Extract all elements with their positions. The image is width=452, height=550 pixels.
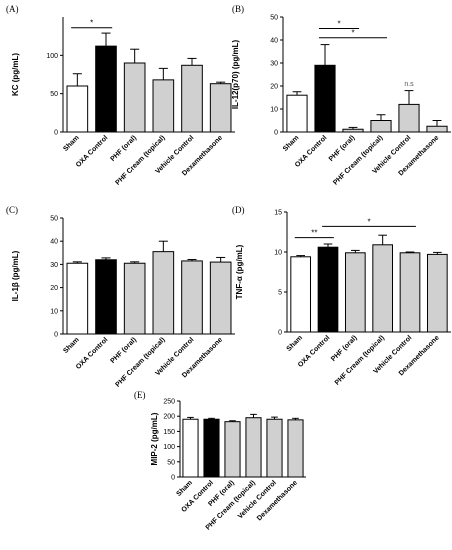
y-axis-label: MIP-2 (pg/mL) (150, 412, 159, 465)
significance-mark-1: * (337, 20, 340, 29)
panel-label: (D) (232, 205, 245, 215)
panel-label: (A) (6, 4, 19, 14)
bar-6 (209, 83, 232, 133)
panel-label: (C) (6, 205, 18, 215)
significance-mark-1: * (90, 19, 93, 28)
bar-1 (286, 94, 308, 133)
y-tick-label-3: 30 (270, 61, 278, 68)
x-tick-label-1: Sham (62, 134, 80, 152)
bar-3 (123, 262, 146, 335)
y-tick-label-3: 150 (163, 429, 175, 436)
y-tick-label-1: 5 (278, 290, 282, 297)
y-tick-label-4: 40 (270, 38, 278, 45)
y-tick-label-3: 15 (274, 210, 282, 217)
significance-mark-1: ** (311, 229, 317, 238)
bar-2 (314, 64, 336, 133)
y-axis-label: KC (pg/mL) (11, 53, 20, 96)
bar-3 (123, 62, 146, 133)
y-axis-label: TNF-α (pg/mL) (235, 244, 244, 299)
x-tick-label-3: PHF (oral) (328, 134, 357, 163)
x-tick-label-3: PHF (oral) (109, 134, 138, 163)
y-axis-label: IL-12(p70) (pg/mL) (231, 40, 240, 110)
bar-5 (181, 64, 203, 133)
significance-mark-3: n.s (404, 81, 414, 88)
bar-5 (398, 103, 420, 133)
x-tick-label-5: Vehicle Control (237, 479, 278, 520)
bar-6 (209, 261, 232, 335)
bar-4 (152, 251, 175, 335)
y-tick-label-1: 10 (50, 308, 58, 315)
y-tick-label-5: 50 (270, 15, 278, 22)
bar-3 (224, 421, 241, 478)
bar-6 (426, 253, 448, 333)
panel-label: (B) (232, 4, 244, 14)
bar-1 (66, 262, 89, 335)
y-tick-label-5: 250 (163, 399, 175, 406)
bar-6 (426, 125, 448, 133)
y-tick-label-2: 100 (163, 444, 175, 451)
bar-4 (370, 120, 392, 133)
x-tick-label-6: Dexamethasone (256, 479, 299, 522)
significance-mark-2: * (351, 29, 354, 38)
y-tick-label-1: 50 (167, 459, 175, 466)
y-tick-label-0: 0 (171, 475, 175, 482)
bar-4 (245, 417, 262, 478)
x-tick-label-1: Sham (62, 336, 80, 354)
y-tick-label-2: 100 (46, 53, 58, 60)
significance-mark-2: * (367, 217, 370, 226)
bar-4 (152, 79, 175, 133)
x-tick-label-4: PHF Cream (topical) (332, 134, 384, 186)
x-tick-label-1: Sham (282, 134, 300, 152)
bar-2 (317, 246, 339, 333)
y-tick-label-5: 50 (50, 216, 58, 223)
bar-6 (287, 419, 304, 478)
panel-label: (E) (134, 390, 146, 400)
x-tick-label-1: Sham (175, 479, 193, 497)
y-tick-label-2: 20 (270, 84, 278, 91)
bar-2 (203, 418, 220, 478)
x-tick-label-3: PHF (oral) (109, 336, 138, 365)
y-tick-label-0: 0 (54, 130, 58, 137)
x-tick-label-1: Sham (286, 334, 304, 352)
y-tick-label-1: 10 (270, 107, 278, 114)
x-tick-label-4: PHF Cream (topical) (114, 336, 166, 388)
y-axis-label: IL-1β (pg/mL) (11, 250, 20, 301)
chart-panel-2: (B)IL-12(p70) (pg/mL)01020304050ShamOXA … (231, 4, 451, 187)
x-tick-label-4: PHF Cream (topical) (114, 134, 166, 186)
bar-3 (344, 252, 366, 333)
x-tick-label-3: PHF (oral) (330, 334, 359, 363)
y-tick-label-2: 10 (274, 250, 282, 257)
y-tick-label-2: 20 (50, 285, 58, 292)
bar-5 (399, 252, 421, 333)
y-tick-label-0: 0 (54, 332, 58, 339)
y-tick-label-3: 30 (50, 262, 58, 269)
y-tick-label-1: 50 (50, 91, 58, 98)
bar-5 (181, 260, 203, 335)
bar-2 (95, 259, 117, 335)
bar-2 (95, 45, 117, 133)
bar-1 (290, 256, 312, 333)
y-tick-label-4: 40 (50, 239, 58, 246)
y-tick-label-0: 0 (274, 130, 278, 137)
x-tick-label-4: PHF Cream (topical) (334, 334, 386, 386)
y-tick-label-0: 0 (278, 330, 282, 337)
y-tick-label-4: 200 (163, 414, 175, 421)
bar-1 (66, 85, 89, 133)
bar-5 (266, 418, 283, 478)
bar-4 (372, 244, 394, 333)
bar-1 (182, 418, 199, 478)
